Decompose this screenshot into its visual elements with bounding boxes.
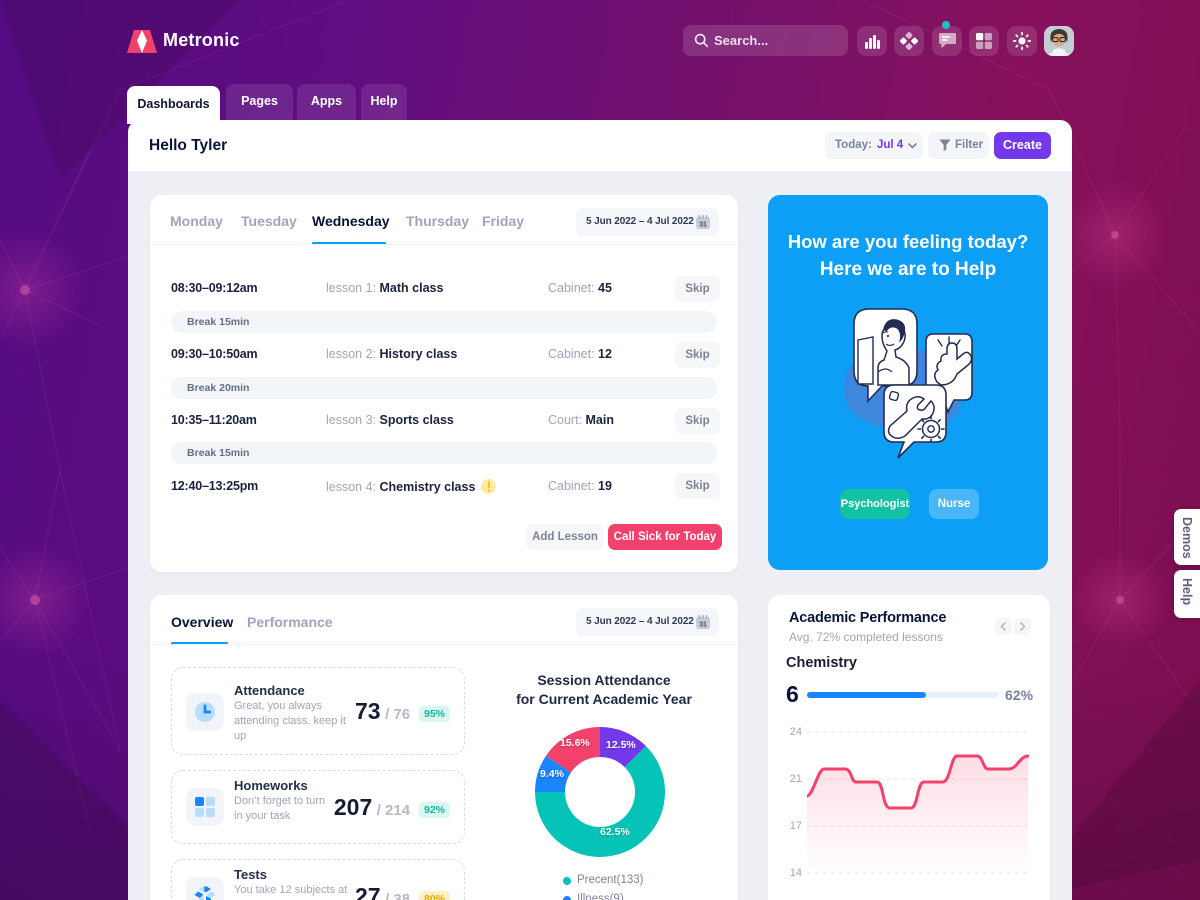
svg-text:31: 31	[699, 622, 707, 629]
svg-text:31: 31	[699, 222, 707, 229]
